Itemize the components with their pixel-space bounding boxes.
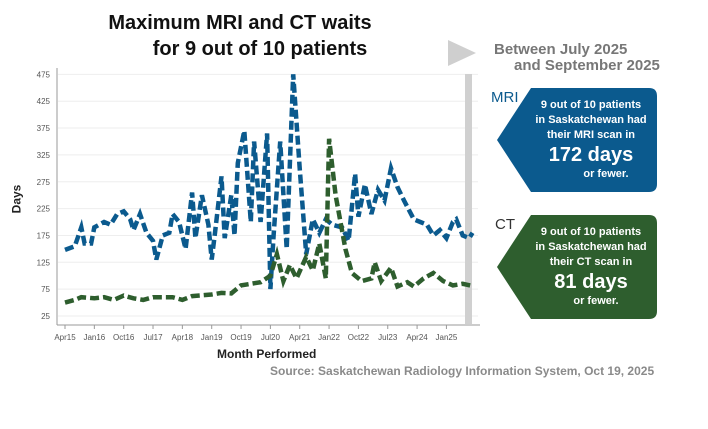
mri-value: 172 days [548, 144, 634, 166]
mri-text-4: or fewer. [583, 168, 629, 180]
flag-triangle-icon [448, 40, 476, 66]
x-tick-label: Oct22 [348, 333, 370, 342]
ct-callout: 9 out of 10 patients in Saskatchewan had… [497, 215, 657, 319]
y-tick-label: 275 [37, 178, 51, 187]
x-tick-label: Jan22 [318, 333, 340, 342]
series-line-mri [64, 74, 475, 290]
series-line-ct [64, 138, 473, 305]
y-axis-label: Days [9, 184, 24, 214]
y-tick-label: 225 [37, 205, 51, 214]
ct-label: CT [495, 216, 515, 233]
title-line-2: for 9 out of 10 patients [152, 38, 368, 60]
x-axis-label: Month Performed [217, 347, 317, 361]
title-line-1: Maximum MRI and CT waits [108, 12, 372, 34]
highlight-period-bar [465, 74, 472, 324]
x-tick-label: Jan16 [83, 333, 105, 342]
x-tick-label: Apr15 [54, 333, 76, 342]
x-tick-label: Oct19 [230, 333, 252, 342]
ct-text-1: 9 out of 10 patients [540, 226, 642, 238]
y-tick-label: 375 [37, 124, 51, 133]
y-tick-label: 75 [41, 285, 50, 294]
y-tick-label: 475 [37, 70, 51, 79]
mri-text-1: 9 out of 10 patients [540, 99, 642, 111]
period-label: Between July 2025 and September 2025 [494, 42, 660, 74]
mri-text-2: in Saskatchewan had [535, 114, 647, 126]
chart-title: Maximum MRI and CT waits for 9 out of 10… [60, 10, 420, 62]
ct-text-2: in Saskatchewan had [535, 241, 647, 253]
y-tick-label: 175 [37, 231, 51, 240]
y-tick-label: 325 [37, 151, 51, 160]
period-line-2: and September 2025 [514, 57, 660, 74]
x-tick-label: Jul23 [378, 333, 398, 342]
x-tick-label: Jul20 [261, 333, 281, 342]
y-tick-label: 25 [41, 312, 50, 321]
period-line-1: Between July 2025 [494, 41, 628, 58]
x-tick-label: Jan19 [201, 333, 223, 342]
x-tick-label: Jul17 [143, 333, 163, 342]
y-tick-label: 425 [37, 97, 51, 106]
ct-value: 81 days [554, 271, 628, 293]
ct-text-4: or fewer. [573, 295, 619, 307]
mri-callout: 9 out of 10 patients in Saskatchewan had… [497, 88, 657, 192]
ct-text-3: their CT scan in [549, 256, 633, 268]
x-tick-label: Apr24 [406, 333, 428, 342]
y-tick-label: 125 [37, 258, 51, 267]
x-tick-label: Apr18 [172, 333, 194, 342]
x-tick-label: Jan25 [436, 333, 458, 342]
x-tick-label: Oct16 [113, 333, 135, 342]
mri-label: MRI [491, 89, 519, 106]
x-tick-label: Apr21 [289, 333, 311, 342]
source-note: Source: Saskatchewan Radiology Informati… [270, 364, 655, 378]
mri-text-3: their MRI scan in [546, 129, 636, 141]
